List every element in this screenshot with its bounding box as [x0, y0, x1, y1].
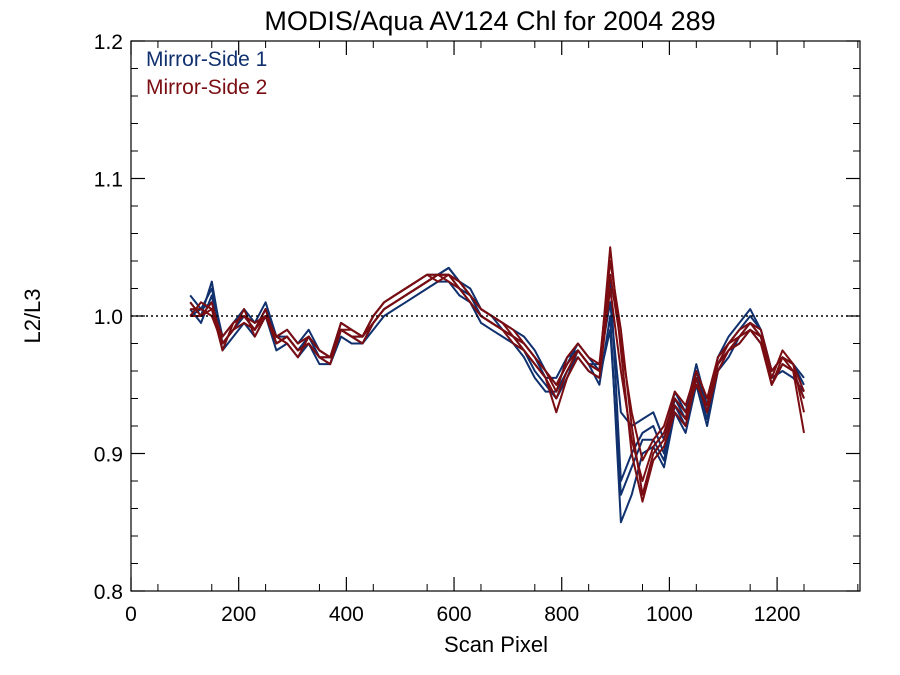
- series-1-line-1: [189, 266, 805, 482]
- axes-layer: 0 200 400 600 800 1000 1200 0.8 0.9 1.0 1.1 1.2: [94, 31, 861, 626]
- series-group-2: [189, 246, 805, 503]
- y-tick-label: 0.9: [94, 444, 123, 467]
- x-tick-label: 800: [544, 603, 579, 626]
- legend: Mirror-Side 1 Mirror-Side 2: [146, 48, 267, 99]
- series-2-line-1: [189, 246, 805, 503]
- y-tick-label: 1.0: [94, 306, 123, 329]
- legend-entry-1: Mirror-Side 1: [146, 48, 267, 71]
- legend-entry-2: Mirror-Side 2: [146, 76, 267, 99]
- series-2-line-4: [190, 273, 805, 462]
- y-tick-label: 0.8: [94, 581, 123, 604]
- series-layer: [189, 246, 805, 524]
- chart-title: MODIS/Aqua AV124 Chl for 2004 289: [264, 6, 715, 36]
- x-tick-label: 400: [329, 603, 364, 626]
- x-tick-label: 1200: [754, 603, 801, 626]
- series-1-line-4: [189, 266, 805, 441]
- series-2-line-3: [190, 273, 805, 482]
- x-tick-label: 600: [437, 603, 472, 626]
- x-tick-label: 200: [221, 603, 256, 626]
- y-axis-label: L2/L3: [20, 288, 45, 343]
- x-tick-label: 0: [125, 603, 137, 626]
- y-tick-label: 1.2: [94, 31, 123, 54]
- x-axis-label: Scan Pixel: [444, 632, 548, 657]
- x-tick-label: 1000: [646, 603, 693, 626]
- y-tick-label: 1.1: [94, 169, 123, 192]
